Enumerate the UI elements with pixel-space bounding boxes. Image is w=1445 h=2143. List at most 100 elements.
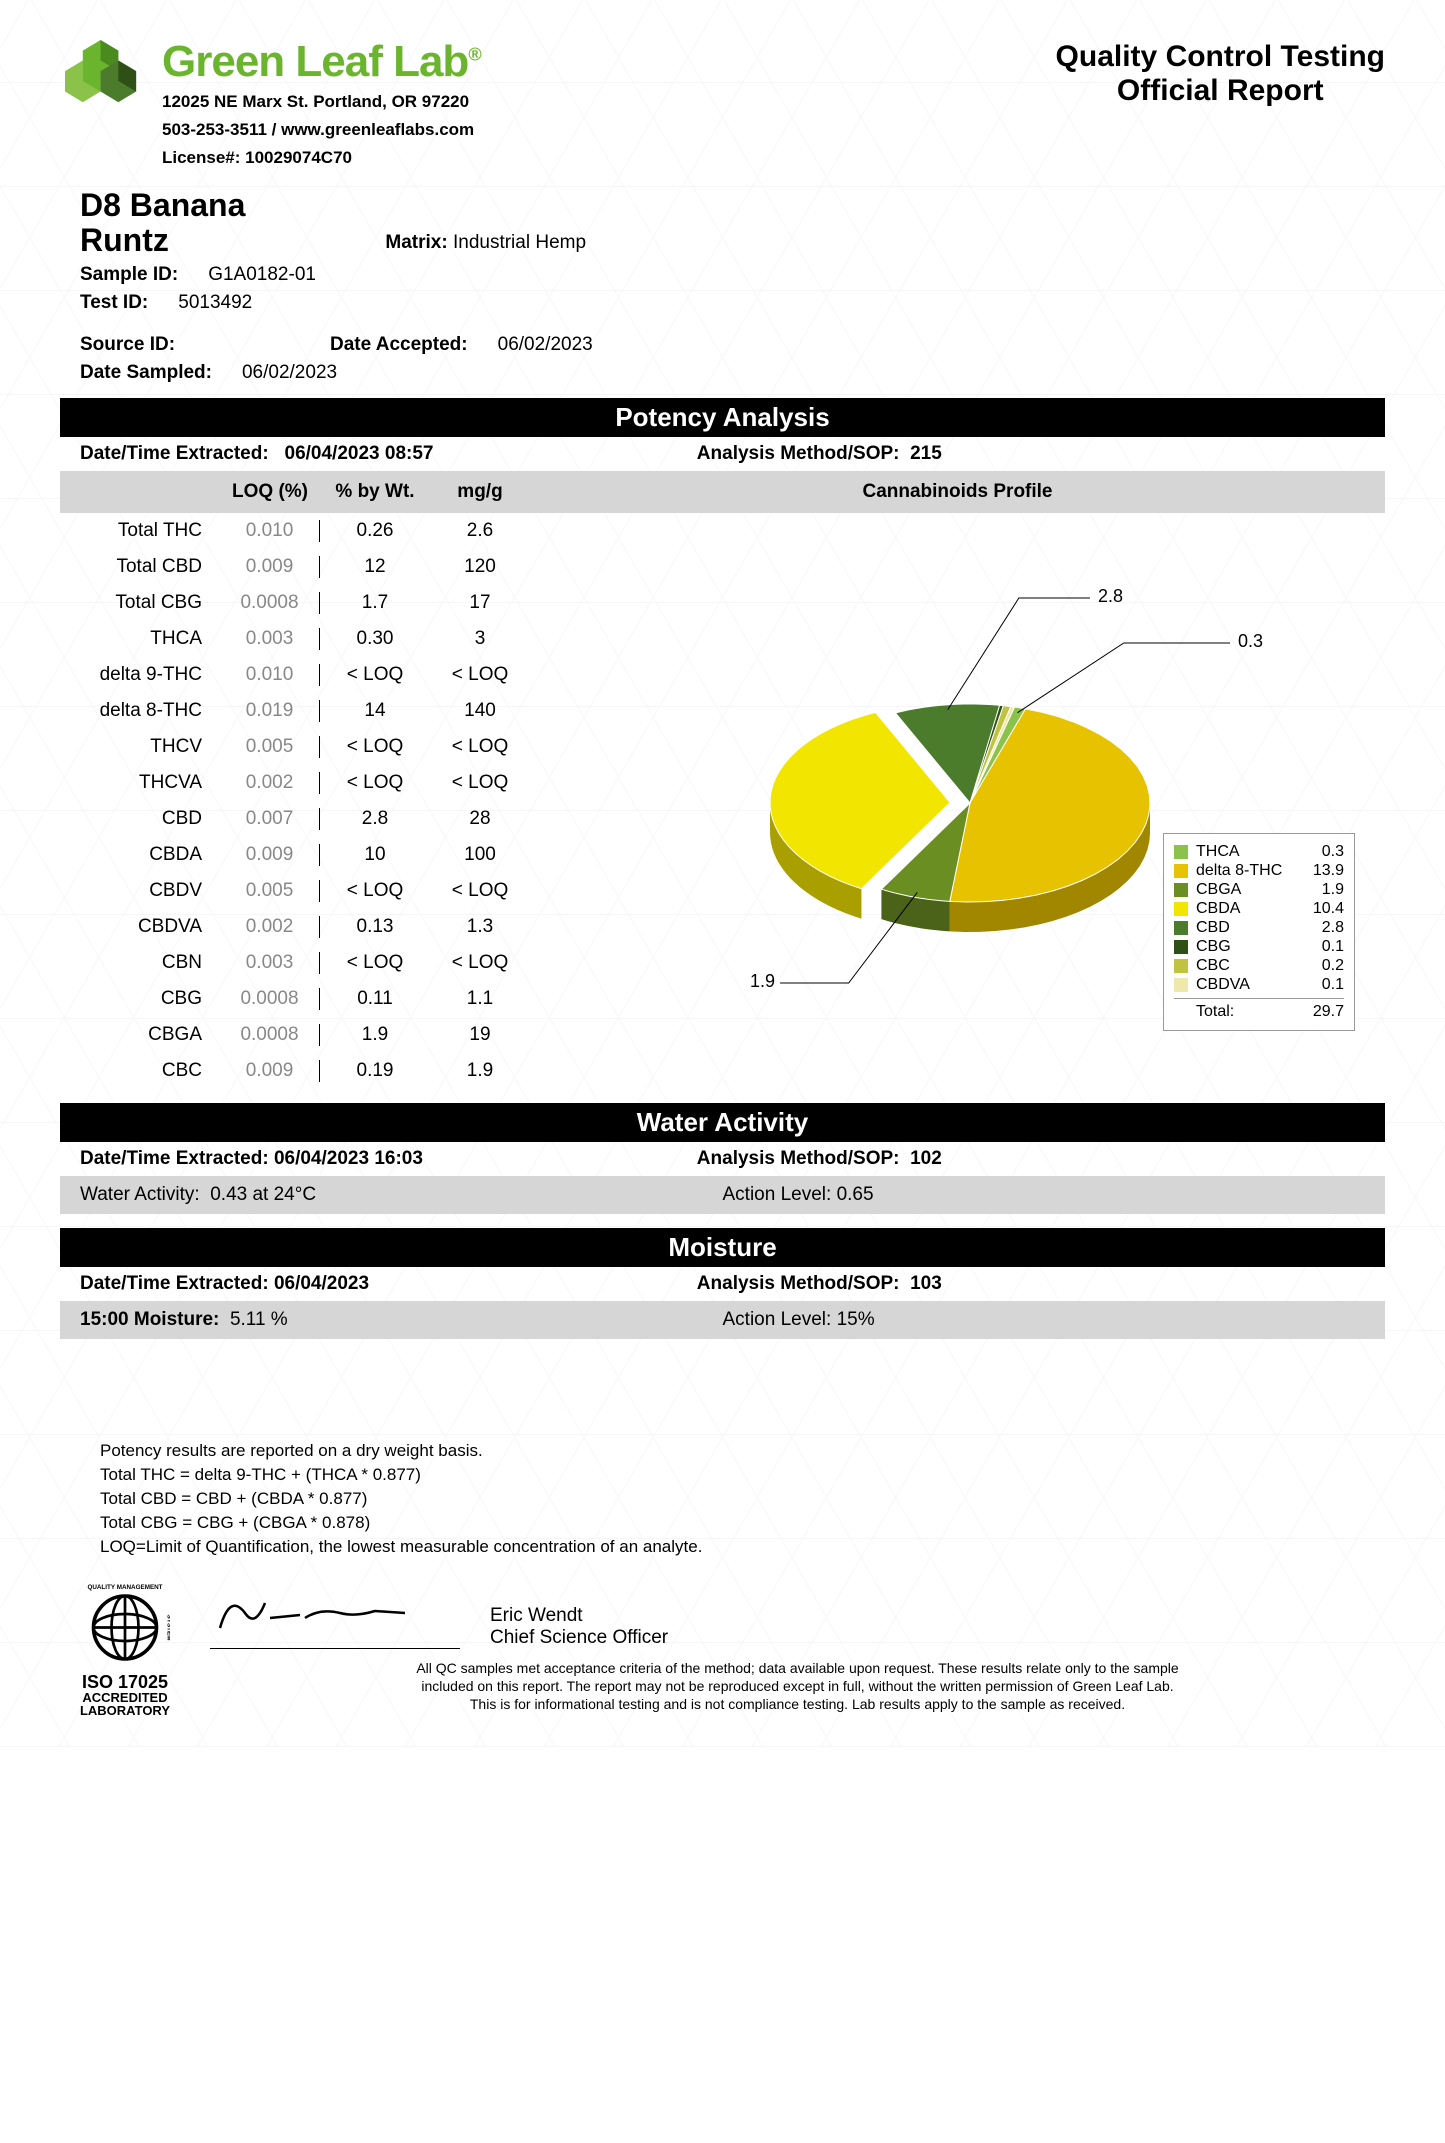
loq-value: 0.003 bbox=[220, 952, 320, 974]
moisture-result-value: 5.11 % bbox=[230, 1309, 288, 1330]
license-line: License#: 10029074C70 bbox=[162, 148, 481, 168]
water-result-label: Water Activity: bbox=[80, 1184, 200, 1205]
pct-value: 0.19 bbox=[320, 1060, 430, 1082]
potency-method-label: Analysis Method/SOP: bbox=[697, 443, 900, 464]
analyte-name: CBN bbox=[60, 952, 220, 974]
disclaimer: All QC samples met acceptance criteria o… bbox=[210, 1659, 1385, 1714]
sample-name-2: Runtz bbox=[80, 223, 245, 258]
moisture-extracted-value: 06/04/2023 bbox=[274, 1273, 369, 1294]
footnote-1: Potency results are reported on a dry we… bbox=[100, 1439, 1385, 1463]
table-row: CBC 0.009 0.19 1.9 bbox=[60, 1053, 670, 1089]
footnote-2: Total THC = delta 9-THC + (THCA * 0.877) bbox=[100, 1463, 1385, 1487]
mg-value: 140 bbox=[430, 700, 530, 722]
table-row: Total THC 0.010 0.26 2.6 bbox=[60, 513, 670, 549]
potency-method-value: 215 bbox=[910, 443, 942, 464]
report-title-2: Official Report bbox=[1056, 74, 1385, 108]
legend-row: delta 8-THC 13.9 bbox=[1174, 862, 1344, 880]
water-action-label: Action Level bbox=[723, 1184, 827, 1205]
legend-row: CBC 0.2 bbox=[1174, 957, 1344, 975]
pct-value: 12 bbox=[320, 556, 430, 578]
mg-value: 1.1 bbox=[430, 988, 530, 1010]
test-id-value: 5013492 bbox=[178, 292, 252, 314]
sample-id-value: G1A0182-01 bbox=[208, 264, 316, 286]
loq-value: 0.010 bbox=[220, 664, 320, 686]
moisture-method-value: 103 bbox=[910, 1273, 942, 1294]
date-sampled-value: 06/02/2023 bbox=[242, 362, 337, 384]
pct-value: 0.11 bbox=[320, 988, 430, 1010]
mg-value: 120 bbox=[430, 556, 530, 578]
mg-value: 1.3 bbox=[430, 916, 530, 938]
table-row: CBDA 0.009 10 100 bbox=[60, 837, 670, 873]
report-title: Quality Control Testing Official Report bbox=[1056, 40, 1385, 108]
date-accepted-label: Date Accepted: bbox=[330, 334, 468, 356]
analyte-name: CBD bbox=[60, 808, 220, 830]
loq-value: 0.0008 bbox=[220, 988, 320, 1010]
legend-row: CBDVA 0.1 bbox=[1174, 976, 1344, 994]
logo-icon bbox=[60, 40, 150, 120]
legend-value: 0.2 bbox=[1304, 957, 1344, 975]
report-title-1: Quality Control Testing bbox=[1056, 40, 1385, 74]
legend-total-row: Total:29.7 bbox=[1174, 998, 1344, 1021]
legend-swatch bbox=[1174, 845, 1188, 859]
svg-text:SYSTEM: SYSTEM bbox=[165, 1615, 170, 1641]
legend-total-label: Total: bbox=[1196, 1003, 1296, 1021]
moisture-action-value: : 15% bbox=[826, 1309, 875, 1330]
signature-block: QUALITY MANAGEMENT SYSTEM ISO 17025 ACCR… bbox=[60, 1578, 1385, 1717]
pct-value: 10 bbox=[320, 844, 430, 866]
potency-header-row: LOQ (%) % by Wt. mg/g Cannabinoids Profi… bbox=[60, 471, 1385, 513]
table-row: CBG 0.0008 0.11 1.1 bbox=[60, 981, 670, 1017]
table-row: Total CBD 0.009 12 120 bbox=[60, 549, 670, 585]
analyte-name: THCA bbox=[60, 628, 220, 650]
pct-value: < LOQ bbox=[320, 952, 430, 974]
moisture-method-label: Analysis Method/SOP: bbox=[697, 1273, 900, 1294]
address-line-2: 503-253-3511 / www.greenleaflabs.com bbox=[162, 120, 481, 140]
matrix-label: Matrix: bbox=[385, 232, 447, 253]
analyte-name: CBG bbox=[60, 988, 220, 1010]
legend-value: 10.4 bbox=[1304, 900, 1344, 918]
potency-extracted-label: Date/Time Extracted: bbox=[80, 443, 269, 464]
source-id-label: Source ID: bbox=[80, 334, 300, 356]
pct-value: < LOQ bbox=[320, 772, 430, 794]
source-date-row: Source ID: Date Accepted: 06/02/2023 bbox=[80, 334, 1385, 356]
loq-value: 0.010 bbox=[220, 520, 320, 542]
signature-line bbox=[210, 1648, 460, 1649]
mg-value: 3 bbox=[430, 628, 530, 650]
iso-globe-icon: QUALITY MANAGEMENT SYSTEM bbox=[80, 1578, 170, 1668]
iso-text-1: ISO 17025 bbox=[60, 1673, 190, 1691]
footnotes: Potency results are reported on a dry we… bbox=[100, 1439, 1385, 1558]
legend-swatch bbox=[1174, 940, 1188, 954]
loq-value: 0.007 bbox=[220, 808, 320, 830]
pct-value: 0.13 bbox=[320, 916, 430, 938]
logo-block: Green Leaf Lab® 12025 NE Marx St. Portla… bbox=[60, 40, 481, 168]
moisture-extracted-label: Date/Time Extracted: bbox=[80, 1273, 269, 1294]
loq-value: 0.009 bbox=[220, 1060, 320, 1082]
mg-value: 1.9 bbox=[430, 1060, 530, 1082]
water-extracted-label: Date/Time Extracted: bbox=[80, 1148, 269, 1169]
loq-value: 0.019 bbox=[220, 700, 320, 722]
moisture-sub-row: Date/Time Extracted: 06/04/2023 Analysis… bbox=[60, 1267, 1385, 1301]
date-accepted-value: 06/02/2023 bbox=[498, 334, 593, 356]
table-row: delta 8-THC 0.019 14 140 bbox=[60, 693, 670, 729]
legend-label: THCA bbox=[1196, 843, 1296, 861]
water-method-label: Analysis Method/SOP: bbox=[697, 1148, 900, 1169]
legend-label: CBC bbox=[1196, 957, 1296, 975]
table-row: CBD 0.007 2.8 28 bbox=[60, 801, 670, 837]
table-row: CBGA 0.0008 1.9 19 bbox=[60, 1017, 670, 1053]
legend-swatch bbox=[1174, 978, 1188, 992]
pct-value: < LOQ bbox=[320, 880, 430, 902]
sample-block: D8 Banana Runtz Matrix: Industrial Hemp … bbox=[80, 188, 1385, 384]
hdr-mg: mg/g bbox=[430, 481, 530, 503]
legend-label: CBDA bbox=[1196, 900, 1296, 918]
footnote-3: Total CBD = CBD + (CBDA * 0.877) bbox=[100, 1487, 1385, 1511]
pct-value: 2.8 bbox=[320, 808, 430, 830]
signature-name-block: Eric Wendt Chief Science Officer bbox=[490, 1605, 668, 1649]
loq-value: 0.002 bbox=[220, 772, 320, 794]
footnote-5: LOQ=Limit of Quantification, the lowest … bbox=[100, 1535, 1385, 1559]
signature-icon bbox=[210, 1583, 430, 1643]
legend-value: 2.8 bbox=[1304, 919, 1344, 937]
analyte-name: delta 9-THC bbox=[60, 664, 220, 686]
analyte-name: CBC bbox=[60, 1060, 220, 1082]
water-extracted-value: 06/04/2023 16:03 bbox=[274, 1148, 423, 1169]
svg-text:2.8: 2.8 bbox=[1098, 586, 1123, 606]
iso-badge: QUALITY MANAGEMENT SYSTEM ISO 17025 ACCR… bbox=[60, 1578, 190, 1717]
